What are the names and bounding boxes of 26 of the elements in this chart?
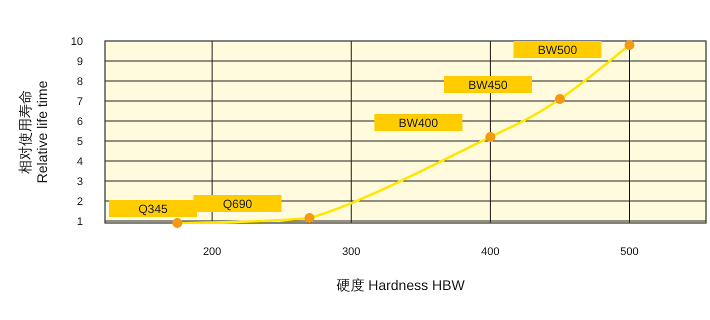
y-tick-label: 1 — [76, 216, 83, 228]
y-tick-label: 9 — [76, 56, 83, 68]
x-tick-label: 400 — [481, 246, 500, 258]
y-tick-label: 4 — [76, 156, 83, 168]
annotation: Q690 — [194, 195, 282, 212]
x-tick-label: 300 — [342, 246, 360, 258]
y-tick-label: 7 — [76, 96, 83, 108]
y-tick-label: 3 — [76, 176, 83, 188]
y-tick-label: 6 — [76, 116, 83, 128]
annotation: BW400 — [374, 114, 462, 131]
y-tick-label: 8 — [76, 76, 83, 88]
annotation: Q345 — [109, 200, 197, 217]
y-tick-label: 5 — [76, 136, 83, 148]
annotation: BW450 — [444, 76, 532, 93]
x-tick-label: 200 — [202, 246, 222, 258]
annotation: BW450 — [468, 78, 508, 92]
annotation: Q690 — [222, 197, 253, 211]
x-axis-title: 硬度 Hardness HBW — [336, 277, 466, 293]
annotation: Q345 — [138, 202, 168, 216]
y-tick-label: 2 — [76, 196, 83, 208]
y-tick-label: 10 — [70, 36, 83, 48]
y-axis-title: 相对使用寿命 Relative life time — [17, 80, 50, 184]
annotation: BW500 — [538, 43, 578, 57]
annotation: BW400 — [398, 116, 438, 130]
x-tick-label: 500 — [620, 246, 639, 258]
annotation: BW500 — [513, 41, 602, 58]
